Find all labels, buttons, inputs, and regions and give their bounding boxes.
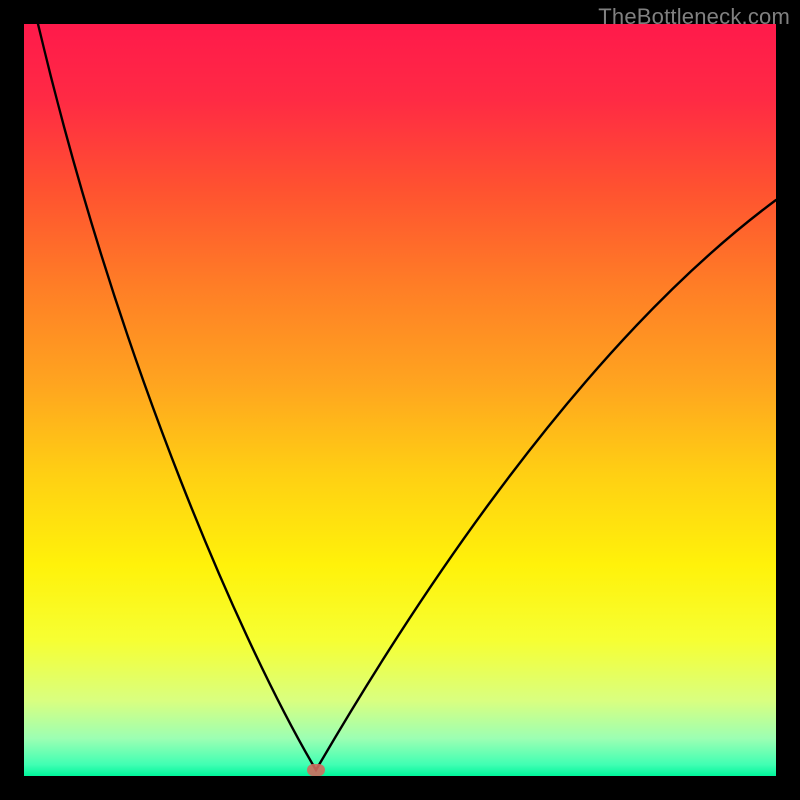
watermark-text: TheBottleneck.com <box>598 4 790 30</box>
gradient-background <box>24 24 776 776</box>
curve-vertex-marker <box>307 764 325 776</box>
chart-stage: TheBottleneck.com <box>0 0 800 800</box>
bottleneck-chart <box>0 0 800 800</box>
